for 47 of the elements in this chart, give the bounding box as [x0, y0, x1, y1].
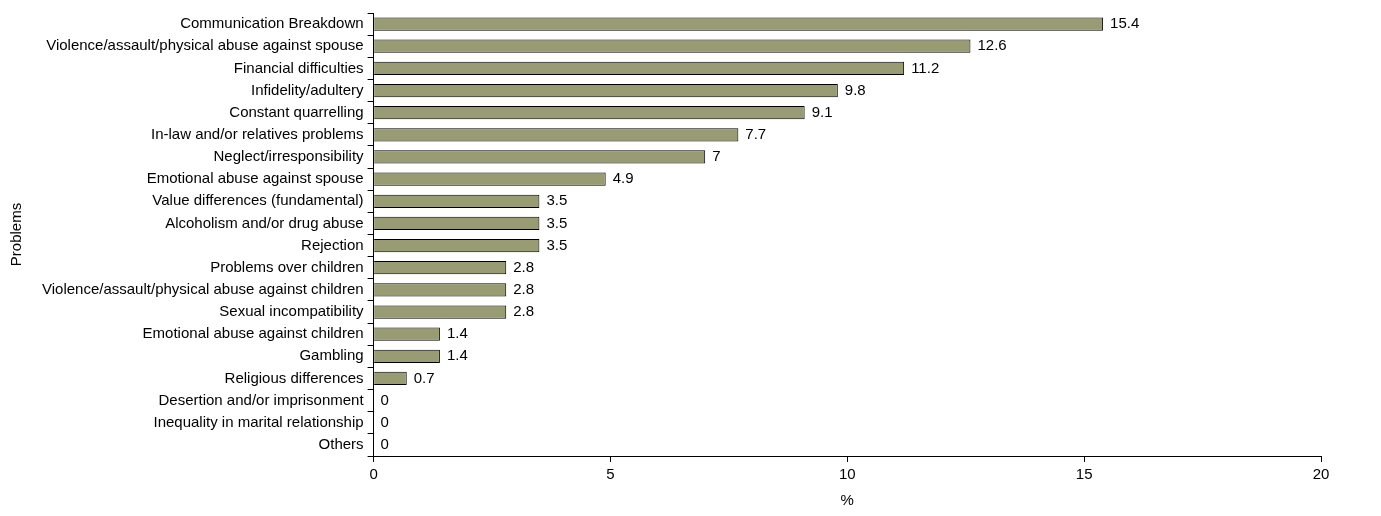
x-tick-label: 0 — [369, 465, 378, 483]
data-label: 3.5 — [546, 235, 568, 253]
data-label: 0 — [380, 412, 389, 430]
y-tick-label: Constant quarrelling — [229, 102, 364, 120]
y-tick-label: Emotional abuse against spouse — [146, 169, 364, 187]
y-tick-label: Communication Breakdown — [180, 14, 364, 32]
data-label: 0 — [380, 390, 389, 408]
data-label: 1.4 — [446, 324, 468, 342]
y-axis-title: Problems — [7, 202, 25, 267]
y-tick-label: Gambling — [299, 346, 364, 364]
y-tick-label: Violence/assault/physical abuse against spouse — [46, 36, 364, 54]
x-tick-label: 10 — [838, 465, 856, 483]
y-tick-label: In-law and/or relatives problems — [151, 124, 364, 142]
data-label: 4.9 — [612, 169, 634, 187]
x-tick-label: 5 — [606, 465, 615, 483]
data-label: 12.6 — [977, 36, 1007, 54]
y-tick-label: Alcoholism and/or drug abuse — [165, 213, 364, 231]
data-label: 1.4 — [446, 346, 468, 364]
y-tick-label: Others — [318, 435, 364, 453]
y-tick-label: Infidelity/adultery — [251, 80, 365, 98]
data-label: 3.5 — [546, 191, 568, 209]
y-tick-label: Neglect/irresponsibility — [213, 147, 365, 165]
data-label: 2.8 — [513, 257, 535, 275]
x-tick-label: 15 — [1075, 465, 1093, 483]
data-label: 9.1 — [811, 102, 833, 120]
y-tick-label: Value differences (fundamental) — [152, 191, 364, 209]
x-axis-title: % — [840, 491, 854, 509]
y-tick-label: Emotional abuse against children — [142, 324, 364, 342]
y-tick-label: Religious differences — [224, 368, 364, 386]
data-label: 2.8 — [513, 302, 535, 320]
data-label: 11.2 — [911, 58, 940, 76]
data-label: 0.7 — [413, 368, 435, 386]
data-label: 2.8 — [513, 280, 535, 298]
data-label: 9.8 — [844, 80, 866, 98]
y-tick-label: Violence/assault/physical abuse against children — [42, 280, 364, 298]
y-tick-label: Problems over children — [210, 257, 364, 275]
y-tick-label: Rejection — [301, 235, 364, 253]
data-label: 0 — [380, 435, 389, 453]
y-tick-label: Financial difficulties — [233, 58, 364, 76]
data-label: 3.5 — [546, 213, 568, 231]
x-tick-label: 20 — [1312, 465, 1330, 483]
data-label: 15.4 — [1110, 14, 1140, 32]
y-tick-label: Desertion and/or imprisonment — [158, 390, 365, 408]
y-tick-label: Sexual incompatibility — [219, 302, 365, 320]
data-label: 7 — [712, 147, 721, 165]
y-tick-label: Inequality in marital relationship — [153, 412, 364, 430]
data-label: 7.7 — [745, 124, 767, 142]
